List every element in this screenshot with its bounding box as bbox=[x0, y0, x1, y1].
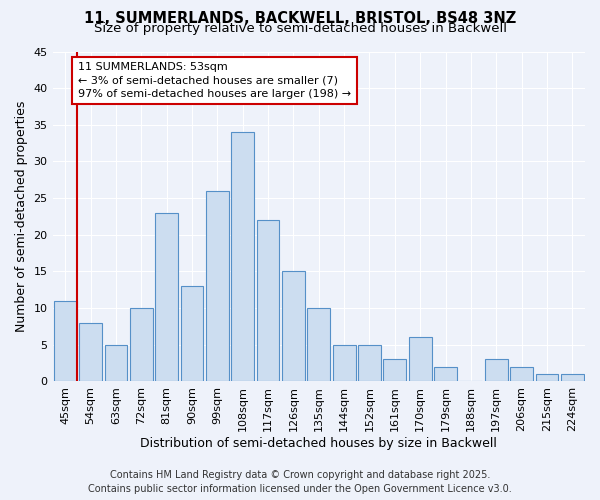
Bar bbox=[358, 345, 381, 382]
Bar bbox=[282, 272, 305, 382]
Bar bbox=[181, 286, 203, 382]
Y-axis label: Number of semi-detached properties: Number of semi-detached properties bbox=[15, 101, 28, 332]
Bar bbox=[510, 367, 533, 382]
Text: Contains HM Land Registry data © Crown copyright and database right 2025.
Contai: Contains HM Land Registry data © Crown c… bbox=[88, 470, 512, 494]
Bar bbox=[79, 323, 102, 382]
Bar bbox=[536, 374, 559, 382]
Bar bbox=[333, 345, 356, 382]
Bar bbox=[231, 132, 254, 382]
Bar bbox=[409, 338, 431, 382]
Bar bbox=[54, 301, 77, 382]
Bar bbox=[257, 220, 280, 382]
Bar bbox=[104, 345, 127, 382]
Text: 11 SUMMERLANDS: 53sqm
← 3% of semi-detached houses are smaller (7)
97% of semi-d: 11 SUMMERLANDS: 53sqm ← 3% of semi-detac… bbox=[78, 62, 351, 99]
Bar bbox=[206, 191, 229, 382]
X-axis label: Distribution of semi-detached houses by size in Backwell: Distribution of semi-detached houses by … bbox=[140, 437, 497, 450]
Bar bbox=[155, 213, 178, 382]
Bar bbox=[561, 374, 584, 382]
Bar bbox=[383, 360, 406, 382]
Text: 11, SUMMERLANDS, BACKWELL, BRISTOL, BS48 3NZ: 11, SUMMERLANDS, BACKWELL, BRISTOL, BS48… bbox=[84, 11, 516, 26]
Bar bbox=[485, 360, 508, 382]
Text: Size of property relative to semi-detached houses in Backwell: Size of property relative to semi-detach… bbox=[94, 22, 506, 35]
Bar bbox=[307, 308, 330, 382]
Bar bbox=[434, 367, 457, 382]
Bar bbox=[130, 308, 152, 382]
